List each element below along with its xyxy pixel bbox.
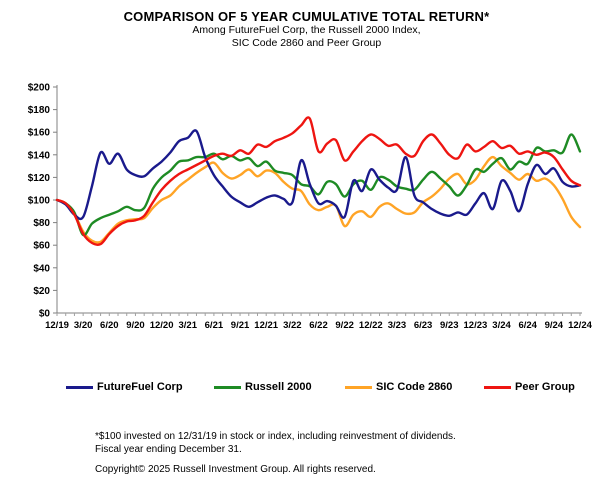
y-tick-label: $140 <box>28 150 51 161</box>
x-tick-label: 12/24 <box>568 320 592 331</box>
x-tick-label: 3/21 <box>179 320 198 331</box>
chart-legend: FutureFuel Corp Russell 2000 SIC Code 28… <box>0 379 613 397</box>
x-tick-label: 12/21 <box>254 320 278 331</box>
x-tick-label: 12/22 <box>359 320 383 331</box>
footnote-fiscal: Fiscal year ending December 31. <box>95 444 242 455</box>
chart-subtitle-line1: Among FutureFuel Corp, the Russell 2000 … <box>192 24 421 36</box>
x-tick-label: 6/23 <box>414 320 433 331</box>
legend-swatch-russell-2000 <box>214 385 241 389</box>
series-line-sic-code-2860 <box>55 155 582 244</box>
legend-item-sic-code-2860: SIC Code 2860 <box>345 379 452 395</box>
x-tick-label: 9/24 <box>545 320 564 331</box>
y-tick-label: $100 <box>28 196 51 207</box>
legend-item-peer-group: Peer Group <box>484 379 575 395</box>
x-tick-label: 9/20 <box>126 320 145 331</box>
x-tick-label: 6/22 <box>309 320 328 331</box>
legend-label-futurefuel-corp: FutureFuel Corp <box>97 381 183 393</box>
legend-item-futurefuel-corp: FutureFuel Corp <box>66 379 183 395</box>
chart-subtitle-line2: SIC Code 2860 and Peer Group <box>231 36 382 49</box>
title-block: COMPARISON OF 5 YEAR CUMULATIVE TOTAL RE… <box>0 9 613 49</box>
footnote-copyright: Copyright© 2025 Russell Investment Group… <box>95 464 376 475</box>
y-tick-label: $60 <box>33 241 50 252</box>
x-tick-label: 6/24 <box>518 320 537 331</box>
series-line-futurefuel-corp <box>55 129 582 221</box>
footnote-invested: *$100 invested on 12/31/19 in stock or i… <box>95 431 456 442</box>
legend-label-peer-group: Peer Group <box>515 381 575 393</box>
x-tick-label: 3/23 <box>388 320 407 331</box>
legend-swatch-sic-code-2860 <box>345 385 372 389</box>
y-tick-label: $160 <box>28 128 51 139</box>
x-tick-label: 9/23 <box>440 320 459 331</box>
x-tick-label: 9/21 <box>231 320 250 331</box>
series-line-peer-group <box>55 116 582 247</box>
y-tick-label: $200 <box>28 83 51 94</box>
legend-swatch-peer-group <box>484 385 511 389</box>
x-tick-label: 12/23 <box>464 320 488 331</box>
y-tick-label: $180 <box>28 105 51 116</box>
footnotes: *$100 invested on 12/31/19 in stock or i… <box>95 430 456 456</box>
y-tick-label: $120 <box>28 173 51 184</box>
y-tick-label: $20 <box>33 286 50 297</box>
y-tick-label: $0 <box>39 309 51 320</box>
x-tick-label: 6/21 <box>205 320 224 331</box>
x-tick-label: 12/20 <box>150 320 174 331</box>
chart-title: COMPARISON OF 5 YEAR CUMULATIVE TOTAL RE… <box>123 9 490 24</box>
legend-item-russell-2000: Russell 2000 <box>214 379 312 395</box>
y-tick-label: $40 <box>33 263 50 274</box>
x-tick-label: 3/24 <box>492 320 511 331</box>
x-tick-label: 3/22 <box>283 320 302 331</box>
x-tick-label: 6/20 <box>100 320 119 331</box>
legend-label-sic-code-2860: SIC Code 2860 <box>376 381 453 393</box>
x-tick-label: 3/20 <box>74 320 93 331</box>
y-tick-label: $80 <box>33 218 50 229</box>
x-tick-label: 9/22 <box>335 320 354 331</box>
x-tick-label: 12/19 <box>45 320 69 331</box>
series-line-russell-2000 <box>55 133 582 237</box>
legend-swatch-futurefuel-corp <box>66 385 93 389</box>
legend-label-russell-2000: Russell 2000 <box>245 381 312 393</box>
